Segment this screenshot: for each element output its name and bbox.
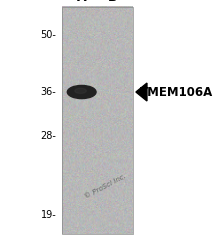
Polygon shape xyxy=(136,83,147,101)
Text: 36-: 36- xyxy=(41,87,56,97)
Text: 28-: 28- xyxy=(40,131,56,141)
Ellipse shape xyxy=(75,88,86,93)
Text: TMEM106A: TMEM106A xyxy=(140,86,213,98)
Text: 19-: 19- xyxy=(41,210,56,220)
Text: B: B xyxy=(108,0,118,4)
Text: A: A xyxy=(77,0,86,4)
Text: © ProSci Inc.: © ProSci Inc. xyxy=(84,173,128,200)
Ellipse shape xyxy=(67,86,96,99)
Text: 50-: 50- xyxy=(40,30,56,40)
